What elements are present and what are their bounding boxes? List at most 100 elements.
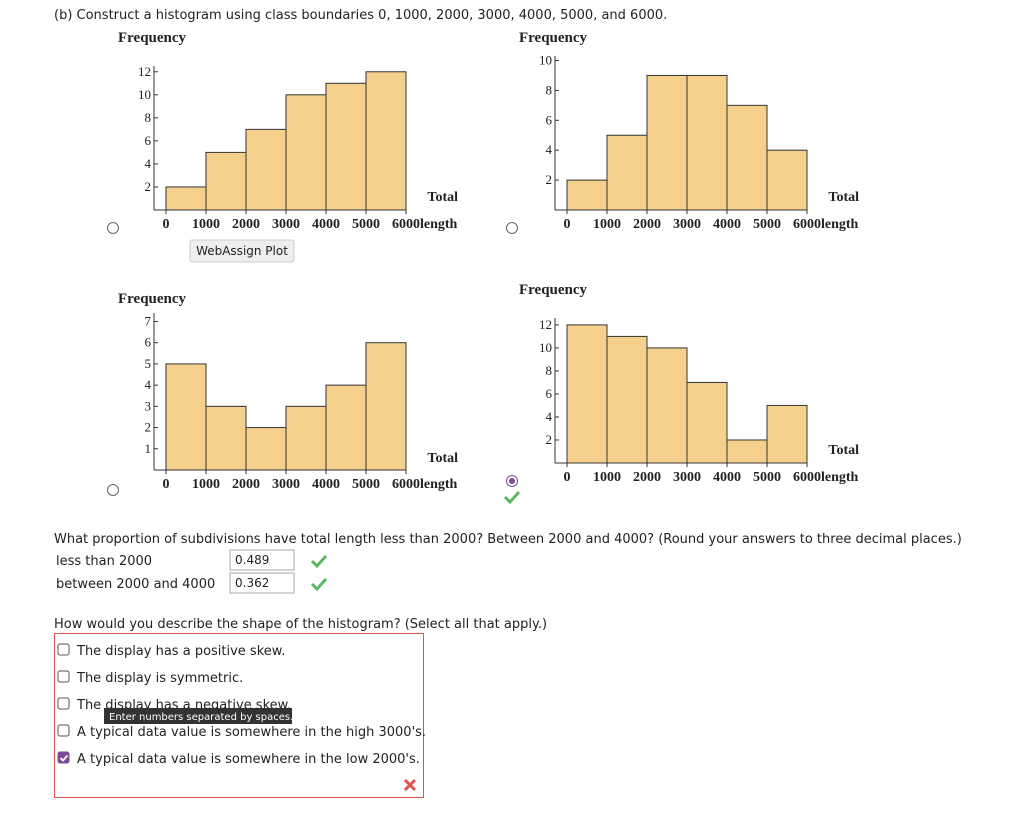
y-tick-label: 6 bbox=[145, 335, 152, 350]
checkbox[interactable] bbox=[57, 697, 70, 710]
histogram-bar bbox=[205, 151, 247, 211]
x-axis-label: Total bbox=[427, 451, 458, 466]
x-tick-label: 3000 bbox=[272, 477, 300, 492]
x-tick-label: 2000 bbox=[633, 217, 661, 232]
x-tick-label: 3000 bbox=[673, 217, 701, 232]
histogram-bar bbox=[285, 94, 327, 211]
x-tick-label: 4000 bbox=[312, 477, 340, 492]
answer-value: 0.362 bbox=[235, 576, 269, 590]
y-axis-label: Frequency bbox=[118, 291, 187, 307]
histogram-bar bbox=[566, 324, 608, 464]
histogram-bar bbox=[766, 404, 808, 464]
question: What proportion of subdivisions have tot… bbox=[54, 532, 962, 547]
histogram-bar bbox=[606, 335, 648, 464]
x-axis-label: Total bbox=[427, 190, 458, 205]
x-axis-label: Total bbox=[828, 190, 859, 205]
x-tick-label: 0 bbox=[163, 477, 170, 492]
y-tick-label: 12 bbox=[539, 317, 552, 332]
x-tick-label: 1000 bbox=[593, 217, 621, 232]
answer-label: between 2000 and 4000 bbox=[56, 577, 215, 592]
radio[interactable] bbox=[107, 222, 119, 234]
y-tick-label: 10 bbox=[138, 87, 151, 102]
x-axis-label: length bbox=[420, 477, 458, 492]
histogram-bar bbox=[165, 186, 207, 211]
checkbox[interactable] bbox=[57, 751, 70, 764]
x-tick-label: 1000 bbox=[593, 470, 621, 485]
check-icon bbox=[310, 554, 328, 569]
x-tick-label: 2000 bbox=[232, 217, 260, 232]
y-tick-label: 4 bbox=[145, 377, 152, 392]
y-tick-label: 8 bbox=[145, 110, 152, 125]
histogram-bar bbox=[766, 149, 808, 211]
plot-button[interactable] bbox=[189, 239, 295, 263]
answer-label: less than 2000 bbox=[56, 554, 152, 569]
x-tick-label: 6000 bbox=[793, 470, 821, 485]
y-axis-label: Frequency bbox=[519, 282, 588, 298]
y-tick-label: 2 bbox=[145, 179, 152, 194]
y-tick-label: 8 bbox=[546, 82, 553, 97]
check-icon bbox=[310, 577, 328, 592]
x-tick-label: 6000 bbox=[392, 477, 420, 492]
y-tick-label: 2 bbox=[145, 420, 152, 435]
radio[interactable] bbox=[506, 222, 518, 234]
histogram-bar bbox=[325, 384, 367, 471]
x-tick-label: 0 bbox=[564, 217, 571, 232]
x-tick-label: 1000 bbox=[192, 477, 220, 492]
y-tick-label: 2 bbox=[546, 172, 553, 187]
x-tick-label: 5000 bbox=[352, 217, 380, 232]
histogram-bar bbox=[365, 342, 407, 471]
x-tick-label: 4000 bbox=[312, 217, 340, 232]
option-text: The display is symmetric. bbox=[76, 671, 243, 686]
y-tick-label: 7 bbox=[145, 313, 152, 328]
y-axis-label: Frequency bbox=[118, 30, 187, 46]
histogram-bar bbox=[245, 128, 287, 211]
x-tick-label: 1000 bbox=[192, 217, 220, 232]
histogram-bar bbox=[285, 405, 327, 471]
histogram-bar bbox=[686, 74, 728, 211]
x-tick-label: 0 bbox=[564, 470, 571, 485]
cross-icon bbox=[403, 778, 417, 792]
x-tick-label: 6000 bbox=[793, 217, 821, 232]
x-tick-label: 3000 bbox=[673, 470, 701, 485]
x-tick-label: 3000 bbox=[272, 217, 300, 232]
x-tick-label: 2000 bbox=[633, 470, 661, 485]
question: (b) Construct a histogram using class bo… bbox=[54, 8, 667, 23]
y-tick-label: 8 bbox=[546, 363, 553, 378]
y-tick-label: 5 bbox=[145, 356, 152, 371]
y-tick-label: 6 bbox=[546, 386, 553, 401]
check-icon bbox=[503, 490, 521, 505]
y-tick-label: 4 bbox=[145, 156, 152, 171]
checkbox[interactable] bbox=[57, 643, 70, 656]
option-text: A typical data value is somewhere in the… bbox=[77, 752, 420, 767]
answer-input[interactable] bbox=[229, 549, 295, 571]
answer-input[interactable] bbox=[229, 572, 295, 594]
x-tick-label: 6000 bbox=[392, 217, 420, 232]
option-text: The display has a positive skew. bbox=[76, 644, 285, 659]
y-tick-label: 3 bbox=[145, 398, 152, 413]
radio-dot bbox=[509, 478, 515, 484]
x-axis-label: length bbox=[821, 470, 859, 485]
y-tick-label: 10 bbox=[539, 340, 552, 355]
error-box bbox=[54, 633, 424, 798]
histogram-bar bbox=[606, 134, 648, 211]
y-tick-label: 2 bbox=[546, 432, 553, 447]
radio[interactable] bbox=[107, 484, 119, 496]
histogram-bar bbox=[646, 347, 688, 464]
histogram-bar bbox=[726, 104, 768, 211]
histogram-bar bbox=[686, 381, 728, 464]
y-tick-label: 1 bbox=[145, 441, 152, 456]
x-axis-label: length bbox=[420, 217, 458, 232]
checkbox[interactable] bbox=[57, 724, 70, 737]
x-tick-label: 0 bbox=[163, 217, 170, 232]
y-axis-label: Frequency bbox=[519, 30, 588, 46]
checkbox[interactable] bbox=[57, 670, 70, 683]
histogram-bar bbox=[165, 363, 207, 471]
x-axis-label: length bbox=[821, 217, 859, 232]
histogram-bar bbox=[365, 71, 407, 211]
checkbox-tick bbox=[59, 754, 69, 762]
histogram-bar bbox=[726, 439, 768, 464]
x-tick-label: 4000 bbox=[713, 217, 741, 232]
x-tick-label: 2000 bbox=[232, 477, 260, 492]
y-tick-label: 6 bbox=[546, 112, 553, 127]
